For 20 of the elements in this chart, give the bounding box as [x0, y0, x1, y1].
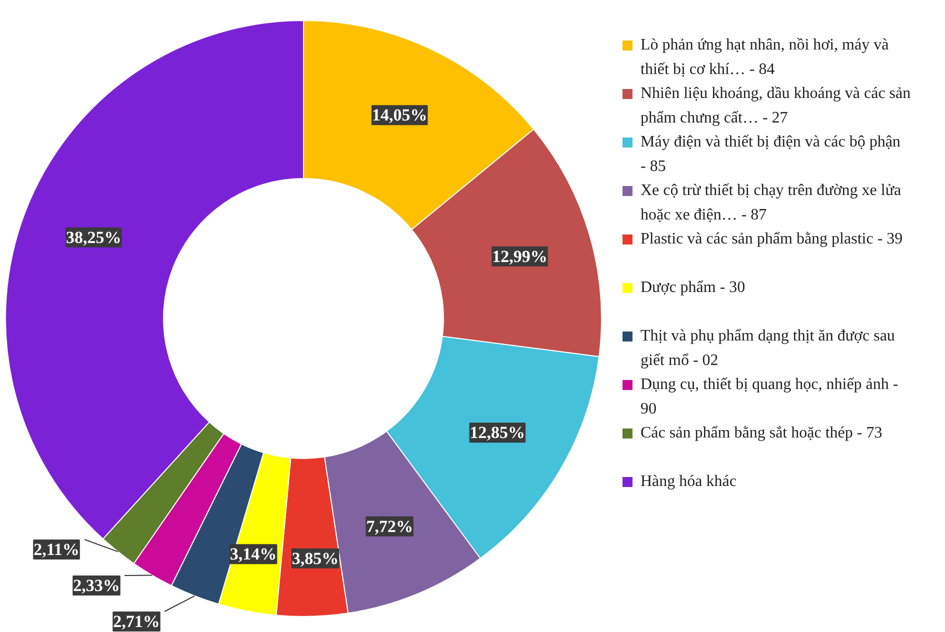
data-label: 3,14% [230, 544, 277, 564]
data-label: 2,33% [73, 576, 120, 595]
data-label: 2,71% [113, 612, 160, 631]
data-label: 38,25% [66, 228, 122, 247]
legend-label: Hàng hóa khác [640, 473, 736, 490]
data-label: 12,99% [492, 246, 548, 266]
legend-label: Dụng cụ, thiết bị quang học, nhiếp ảnh - 90 [640, 376, 898, 418]
legend-label: Xe cộ trừ thiết bị chạy trên đường xe lửa hoặc xe điện… - 87 [640, 182, 902, 224]
data-label: 12,85% [470, 423, 526, 442]
legend-label: Các sản phẩm bằng sắt hoặc thép - 73 [640, 424, 882, 442]
legend-label: Dược phẩm - 30 [640, 279, 746, 296]
legend-label: Nhiên liệu khoáng, dầu khoáng và các sản phẩm chưng cất… - 27 [640, 85, 911, 127]
data-label: 3,85% [292, 548, 339, 568]
legend-label: Plastic và các sản phẩm bằng plastic - 39 [640, 230, 903, 248]
legend-label: Thịt và phụ phẩm dạng thịt ăn được sau giết mổ - 02 [640, 328, 895, 370]
data-label: 7,72% [366, 516, 413, 536]
data-label: 14,05% [372, 106, 428, 125]
legend-label: Lò phản ứng hạt nhân, nồi hơi, máy và thiết bị cơ khí… - 84 [640, 36, 889, 78]
data-label: 2,11% [34, 540, 80, 559]
legend-label: Máy điện và thiết bị điện và các bộ phận - 85 [640, 134, 900, 176]
